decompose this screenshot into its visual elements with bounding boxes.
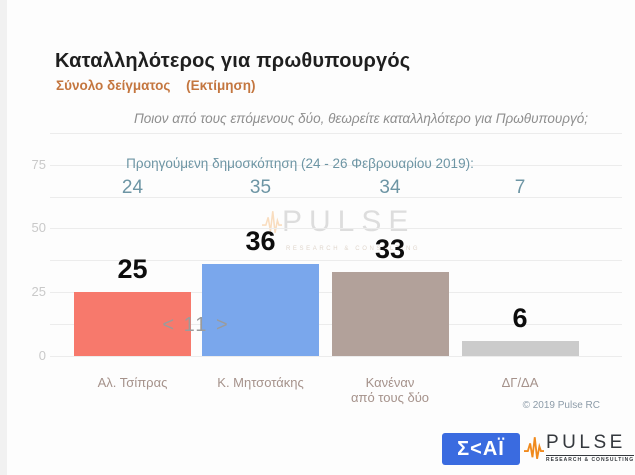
pulse-logo-tagline: RESEARCH & CONSULTING: [546, 455, 635, 463]
pulse-logo-text-block: PULSE RESEARCH & CONSULTING: [546, 432, 635, 463]
pulse-waveform-icon: [262, 211, 282, 233]
pulse-logo: PULSE RESEARCH & CONSULTING: [524, 430, 635, 466]
x-axis-label-line: Κ. Μητσοτάκης: [217, 375, 304, 390]
previous-value-label: 35: [249, 177, 272, 198]
subtitle-estimate-label: (Εκτίμηση): [186, 78, 256, 93]
skai-logo: Σ<ΑΪ: [442, 433, 520, 465]
screenshot-left-edge: [0, 0, 7, 475]
copyright-notice: © 2019 Pulse RC: [522, 400, 600, 411]
y-axis-tick-label: 75: [31, 156, 46, 172]
gridline: [50, 260, 622, 262]
difference-annotation: < 11 >: [162, 314, 230, 336]
y-axis-tick-label: 0: [38, 348, 46, 363]
previous-poll-header: Προηγούμενη δημοσκόπηση (24 - 26 Φεβρουα…: [126, 156, 474, 171]
bar: [461, 340, 579, 356]
watermark-tagline: RESEARCH & CONSULTING: [286, 246, 421, 252]
skai-logo-text: Σ<ΑΪ: [457, 437, 505, 460]
bar-value-label: 6: [512, 302, 528, 333]
previous-value-label: 34: [379, 177, 401, 198]
x-axis-label-line: Αλ. Τσίπρας: [97, 375, 168, 390]
watermark-row: PULSE: [262, 204, 420, 240]
x-axis-label: ΔΓ/ΔΑ: [501, 375, 539, 391]
x-axis-label: Κ. Μητσοτάκης: [217, 375, 304, 391]
bar-value-label: 25: [117, 254, 148, 285]
previous-value-label: 24: [121, 177, 144, 198]
pulse-waveform-icon: [524, 437, 544, 459]
bar: [74, 292, 191, 356]
watermark-text: PULSE: [282, 205, 416, 238]
bar: [331, 271, 449, 356]
bar-value-label: 33: [374, 233, 406, 264]
previous-value-label: 7: [514, 177, 526, 198]
x-axis-label-line: ΔΓ/ΔΑ: [501, 375, 539, 390]
pulse-logo-name: PULSE: [546, 432, 626, 453]
gridline: [50, 356, 622, 357]
x-axis-label: Κανέναν από τους δύο: [350, 375, 430, 405]
gridline: [50, 228, 622, 230]
chart-subtitle: Σύνολο δείγματος (Εκτίμηση): [56, 78, 255, 93]
page-title: Καταλληλότερος για πρωθυπουργός: [55, 50, 411, 72]
x-axis-label-line: από τους δύο: [350, 389, 430, 405]
gridline: [50, 196, 622, 198]
bar: [202, 264, 319, 356]
bar-value-label: 36: [245, 226, 276, 257]
y-axis-tick-label: 50: [31, 220, 46, 236]
survey-question: Ποιον από τους επόμενους δύο, θεωρείτε κ…: [133, 111, 589, 126]
pulse-watermark: PULSE RESEARCH & CONSULTING: [262, 204, 420, 252]
y-axis-tick-label: 25: [31, 284, 46, 300]
x-axis-label: Αλ. Τσίπρας: [97, 375, 168, 391]
gridline: [50, 132, 622, 134]
gridline: [50, 164, 622, 166]
x-axis-label-line: Κανέναν: [365, 375, 415, 390]
subtitle-sample-label: Σύνολο δείγματος: [56, 78, 171, 93]
